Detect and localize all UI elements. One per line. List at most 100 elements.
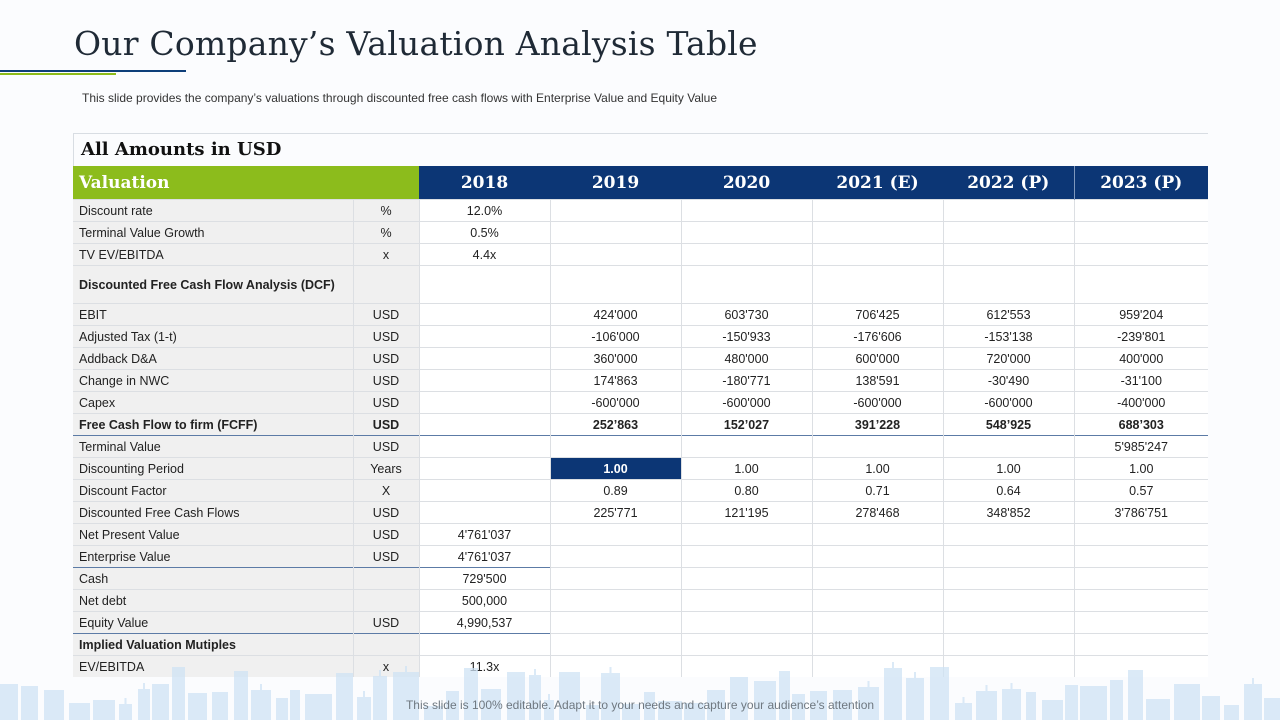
skyline-building — [622, 704, 640, 720]
row-label: Net Present Value — [73, 523, 353, 546]
row-unit: USD — [352, 325, 419, 348]
row-unit: x — [352, 655, 419, 677]
skyline-building — [1002, 689, 1021, 720]
table-left-border — [73, 133, 74, 166]
table-row: Cash 729'500 — [73, 567, 1208, 590]
value-cell — [549, 523, 681, 546]
skyline-building — [424, 706, 443, 720]
skyline-building — [586, 705, 599, 720]
skyline-building — [1244, 684, 1262, 720]
skyline-building — [644, 692, 655, 720]
value-cell — [1073, 523, 1208, 546]
row-label: Terminal Value — [73, 435, 353, 458]
value-cell — [680, 435, 812, 458]
value-cell: -30'490 — [942, 369, 1074, 392]
skyline-building — [69, 703, 90, 720]
row-label: Capex — [73, 391, 353, 414]
row-unit: % — [352, 199, 419, 222]
table-row: Discounted Free Cash Flows USD 225'771 121'… — [73, 501, 1208, 524]
table-body: Discount rate% 12.0% Terminal Value Growth… — [73, 199, 1208, 677]
skyline-building — [446, 691, 459, 720]
header-year-2022: 2022 (P) — [943, 166, 1074, 200]
value-cell: -600'000 — [811, 391, 943, 414]
units-caption: All Amounts in USD — [81, 139, 282, 160]
value-cell — [1073, 567, 1208, 590]
value-cell — [680, 611, 812, 634]
value-cell — [418, 435, 550, 458]
table-row: EBIT USD 424'000 603'730 706'425 612'553 959'2… — [73, 303, 1208, 326]
skyline-antenna — [363, 691, 365, 697]
skyline-building — [305, 694, 332, 720]
skyline-building — [810, 691, 827, 720]
value-cell: 174'863 — [549, 369, 681, 392]
skyline-antenna — [548, 694, 550, 700]
value-cell — [942, 611, 1074, 634]
row-unit: USD — [352, 611, 419, 634]
skyline-antenna — [260, 684, 262, 690]
skyline-building — [658, 701, 682, 720]
skyline-building — [1202, 696, 1220, 720]
skyline-antenna — [1252, 678, 1254, 684]
skyline-building — [357, 697, 371, 720]
skyline-antenna — [1010, 683, 1013, 689]
row-label: TV EV/EBITDA — [73, 243, 353, 266]
skyline-building — [930, 667, 949, 720]
skyline-building — [373, 676, 387, 720]
slide-subtitle: This slide provides the company’s valuat… — [82, 91, 718, 105]
value-cell — [942, 655, 1074, 677]
value-cell: -176'606 — [811, 325, 943, 348]
skyline-building — [172, 667, 185, 720]
table-row: Addback D&A USD 360'000 480'000 600'000 720'0… — [73, 347, 1208, 370]
value-cell: -106'000 — [549, 325, 681, 348]
value-cell: 0.57 — [1073, 479, 1208, 502]
value-cell: 480'000 — [680, 347, 812, 370]
value-cell — [418, 265, 550, 304]
skyline-antenna — [124, 698, 127, 704]
value-cell: 225'771 — [549, 501, 681, 524]
value-cell: 548’925 — [942, 413, 1074, 436]
row-unit: USD — [352, 545, 419, 568]
row-label: Terminal Value Growth — [73, 221, 353, 244]
row-unit: USD — [352, 435, 419, 458]
table-row: Free Cash Flow to firm (FCFF) USD 252’863 1… — [73, 413, 1208, 436]
value-cell — [1073, 633, 1208, 656]
value-cell — [549, 435, 681, 458]
value-cell: 612'553 — [942, 303, 1074, 326]
row-unit — [352, 265, 419, 304]
value-cell: -600'000 — [680, 391, 812, 414]
value-cell — [680, 633, 812, 656]
value-cell: 1.00 — [1073, 457, 1208, 480]
row-label: Free Cash Flow to firm (FCFF) — [73, 413, 353, 436]
skyline-building — [858, 687, 879, 720]
value-cell — [549, 589, 681, 612]
value-cell — [549, 265, 681, 304]
row-label: Implied Valuation Mutiples — [73, 633, 353, 656]
skyline-building — [1026, 692, 1036, 720]
value-cell: 1.00 — [549, 457, 681, 480]
table-row: TV EV/EBITDA x 4.4x — [73, 243, 1208, 266]
value-cell: 152’027 — [680, 413, 812, 436]
value-cell: 4'761'037 — [418, 523, 550, 546]
row-unit: USD — [352, 501, 419, 524]
value-cell: 706'425 — [811, 303, 943, 326]
value-cell — [811, 199, 943, 222]
table-row: Discounted Free Cash Flow Analysis (DCF) — [73, 265, 1208, 304]
value-cell: 600'000 — [811, 347, 943, 370]
value-cell: -153'138 — [942, 325, 1074, 348]
value-cell — [549, 567, 681, 590]
row-label: Cash — [73, 567, 353, 590]
value-cell — [1073, 243, 1208, 266]
value-cell: 12.0% — [418, 199, 550, 222]
skyline-building — [119, 704, 132, 720]
skyline-building — [833, 690, 852, 720]
row-unit: USD — [352, 413, 419, 436]
skyline-antenna — [867, 681, 870, 687]
skyline-building — [464, 668, 478, 720]
skyline-building — [529, 675, 541, 720]
row-label: Discounted Free Cash Flows — [73, 501, 353, 524]
value-cell — [549, 221, 681, 244]
value-cell — [549, 611, 681, 634]
skyline-building — [559, 672, 580, 720]
value-cell — [1073, 545, 1208, 568]
skyline-building — [1174, 684, 1200, 720]
